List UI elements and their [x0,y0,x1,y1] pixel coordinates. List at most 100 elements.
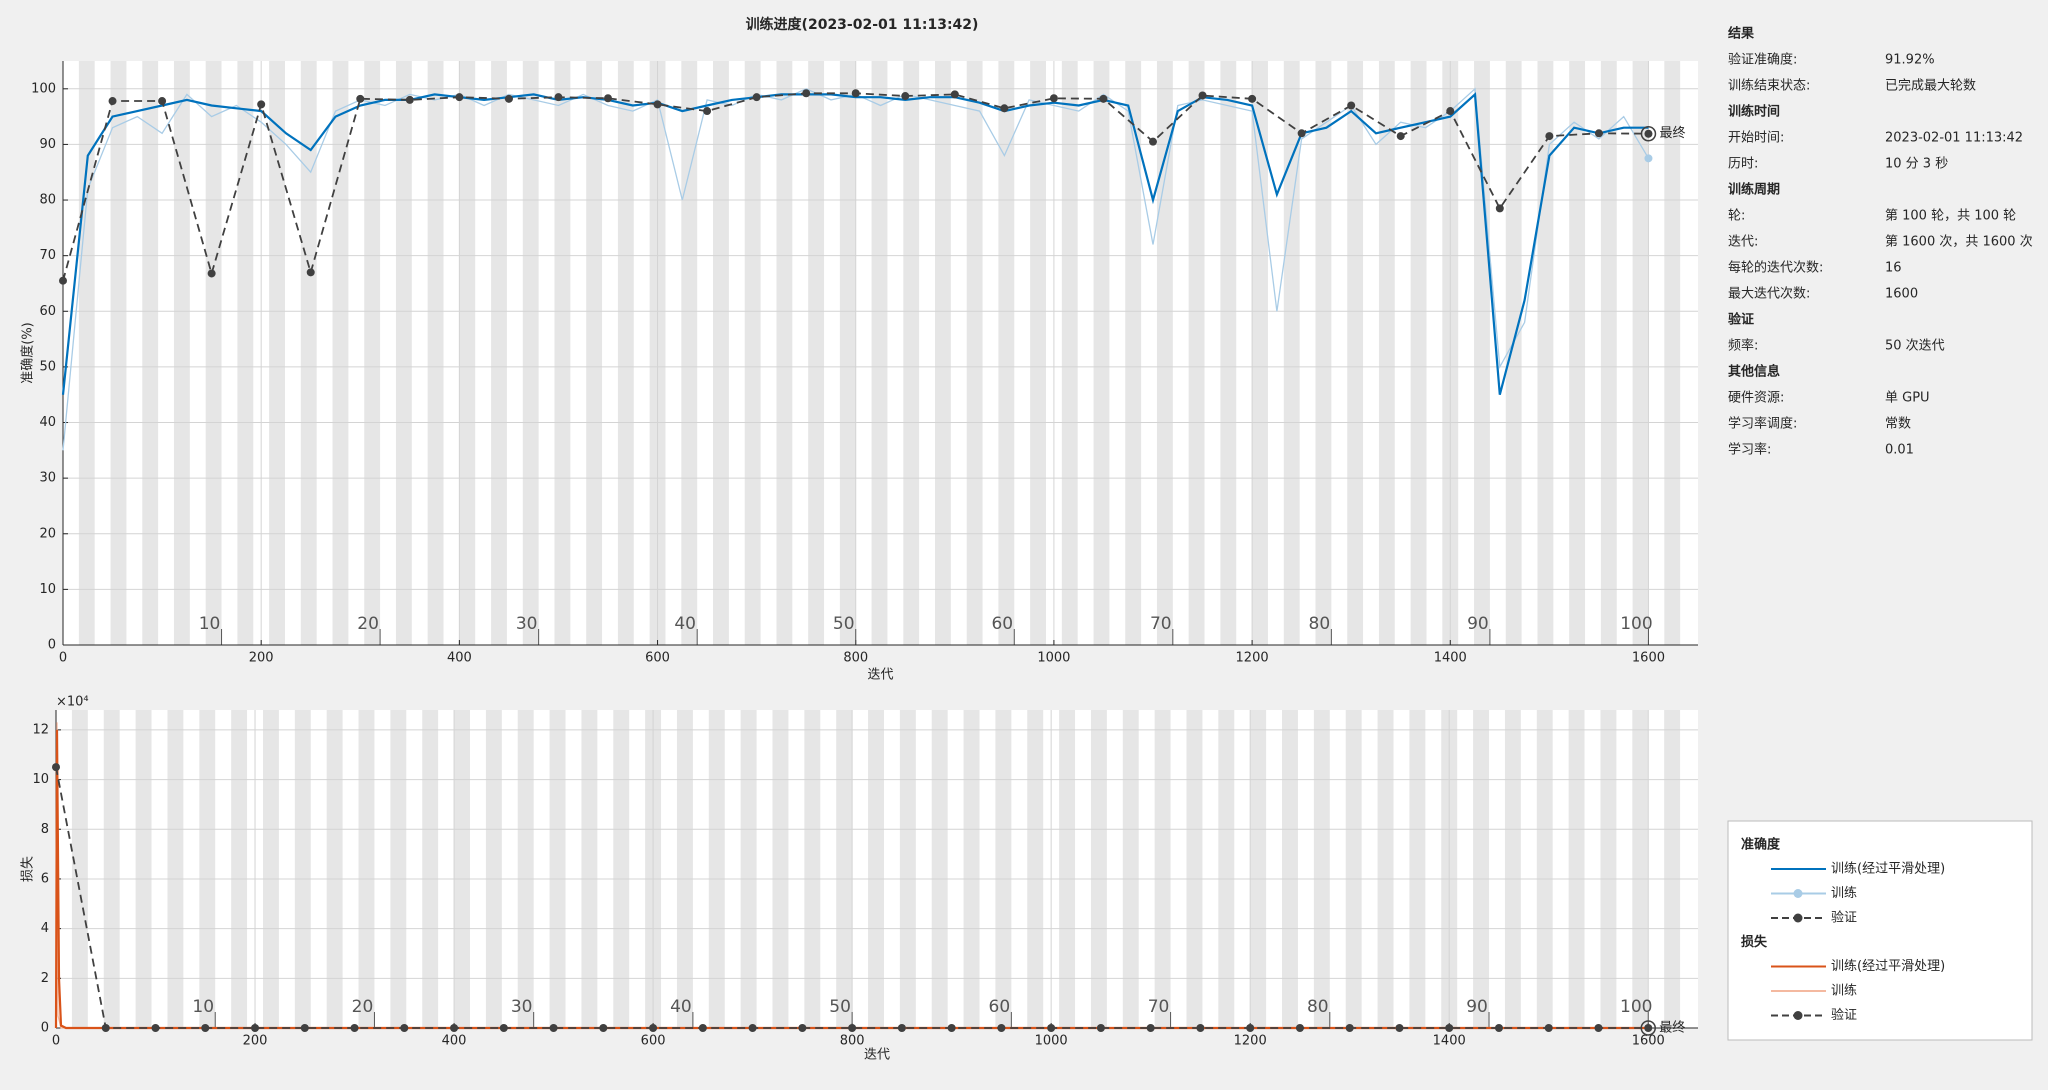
y-tick-label: 0 [48,638,56,653]
data-point [752,93,761,102]
info-section-title: 其他信息 [1728,364,1780,380]
data-point [1149,137,1157,146]
epoch-band [613,710,630,1028]
epoch-band [1504,710,1521,1028]
legend-label: 训练 [1831,886,1857,901]
info-key: 历时: [1728,157,1758,172]
data-point [1297,129,1306,138]
epoch-band [71,710,88,1028]
x-axis-label: 迭代 [867,668,893,683]
legend-label: 验证 [1831,910,1857,926]
info-section-title: 结果 [1728,26,1754,42]
legend-marker [1793,913,1803,923]
x-tick-label: 600 [645,651,670,666]
x-tick-label: 1000 [1037,651,1070,666]
page-title: 训练进度(2023-02-01 11:13:42) [746,16,979,33]
legend-marker [1793,889,1803,898]
epoch-label: 80 [1307,997,1329,1017]
data-point [257,100,266,109]
legend-label: 验证 [1831,1007,1857,1023]
x-tick-label: 400 [447,651,472,666]
legend-box [1727,820,2033,1041]
x-tick-label: 1600 [1632,1034,1665,1049]
info-key: 学习率调度: [1728,416,1797,432]
legend-label: 训练(经过平滑处理) [1831,959,1945,974]
x-tick-label: 600 [641,1034,666,1049]
data-point [1196,1024,1205,1032]
epoch-band [868,710,884,1028]
x-axis-label: 迭代 [864,1048,890,1063]
y-tick-label: 70 [39,248,56,263]
epoch-band [963,710,980,1028]
epoch-band [1218,710,1235,1028]
x-tick-label: 1400 [1433,1034,1466,1049]
epoch-band [459,61,476,645]
epoch-band [1568,710,1585,1028]
epoch-band [332,61,349,645]
y-tick-label: 12 [32,722,49,737]
epoch-band [1377,710,1394,1028]
epoch-band [390,710,407,1028]
epoch-band [1061,61,1078,645]
y-tick-label: 100 [31,81,56,96]
epoch-band [1345,710,1362,1028]
y-tick-label: 20 [39,526,56,541]
data-point [950,90,959,99]
epoch-label: 70 [1150,614,1172,634]
data-point [1594,1024,1603,1032]
data-point [1096,1024,1105,1032]
epoch-band [262,710,279,1028]
x-tick-label: 800 [840,1034,865,1049]
epoch-label: 20 [352,997,374,1017]
data-point [405,95,414,104]
data-point [1644,129,1653,138]
epoch-band [491,61,507,645]
epoch-band [1474,61,1490,645]
y-tick-label: 90 [39,137,56,152]
y-tick-label: 10 [32,772,49,787]
epoch-band [998,61,1015,645]
info-key: 最大迭代次数: [1728,286,1810,302]
y-tick-label: 60 [39,304,56,319]
epoch-label: 100 [1620,614,1652,634]
epoch-band [485,710,502,1028]
legend-label: 训练 [1831,984,1857,999]
info-value: 10 分 3 秒 [1885,157,1948,172]
y-tick-label: 80 [39,193,56,208]
epoch-band [995,710,1012,1028]
data-point [599,1024,608,1032]
data-point [1494,1024,1503,1032]
epoch-band [776,61,793,645]
epoch-band [237,61,254,645]
epoch-band [1664,61,1681,645]
data-point [504,94,513,103]
info-value: 已完成最大轮数 [1885,79,1976,94]
info-key: 迭代: [1728,235,1758,250]
epoch-band [836,710,853,1028]
epoch-band [713,61,729,645]
series-line [55,766,1649,1029]
epoch-band [708,710,725,1028]
epoch-band [554,61,571,645]
data-point [499,1024,508,1032]
x-tick-label: 1400 [1434,651,1467,666]
info-value: 2023-02-01 11:13:42 [1885,131,2023,146]
x-tick-label: 1200 [1236,651,1269,666]
legend-title: 损失 [1741,934,1768,950]
epoch-band [804,710,821,1028]
y-axis-label: 准确度(%) [20,322,36,384]
info-key: 学习率: [1728,442,1771,458]
epoch-band [808,61,825,645]
info-key: 每轮的迭代次数: [1728,260,1823,276]
epoch-band [135,710,152,1028]
data-point [1000,104,1009,113]
epoch-band [1632,61,1649,645]
info-key: 训练结束状态: [1728,79,1810,94]
info-value: 91.92% [1885,53,1935,68]
data-point [848,1024,857,1032]
y-tick-label: 6 [41,871,49,886]
epoch-band [1030,61,1046,645]
data-point [703,107,712,116]
data-point [1347,101,1356,110]
info-key: 硬件资源: [1728,391,1784,406]
